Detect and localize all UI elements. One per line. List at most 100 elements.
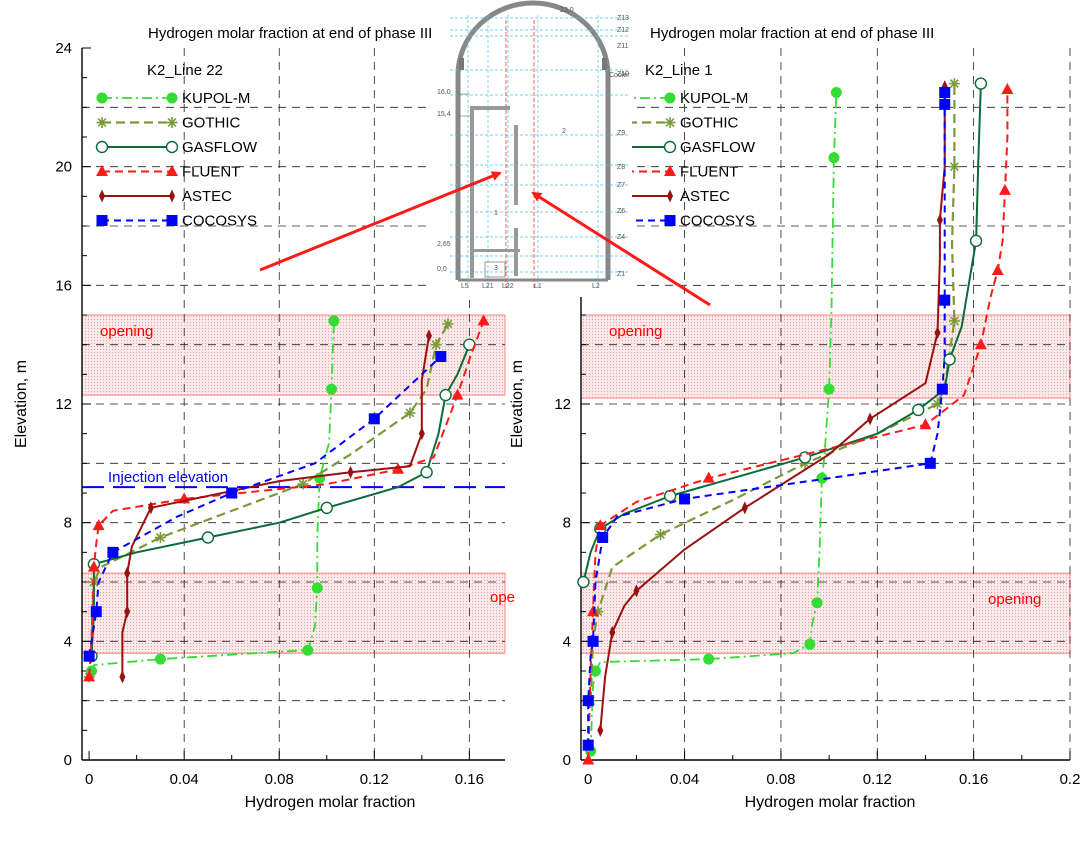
data-point [597,723,604,737]
data-point [594,519,607,531]
legend: K2_Line 22 KUPOL-M GOTHIC GASFLOW FLUENT ASTE… [95,62,258,230]
inset-label: Z10 [617,71,629,78]
data-point [154,653,166,665]
y-tick-label: 12 [554,396,571,413]
legend-marker [663,140,677,154]
data-point [654,529,666,541]
legend-marker [96,92,108,104]
data-point [912,403,925,417]
legend-marker [166,165,178,176]
data-point [948,315,960,327]
data-point [943,353,956,366]
data-point [368,413,380,425]
series-line [90,320,335,672]
data-point [998,183,1011,195]
inset-label: Z1 [617,271,625,278]
y-tick-label: 8 [563,515,571,532]
data-point [679,493,691,505]
x-tick-label: 0 [85,771,93,788]
y-axis-label: Elevation, m [509,360,526,448]
data-point [919,418,932,430]
y-tick-label: 0 [563,752,571,769]
legend-entry: COCOSYS [182,213,257,230]
x-axis-label: Hydrogen molar fraction [245,794,416,811]
data-point [92,519,105,531]
data-point [314,472,326,484]
y-tick-label: 20 [55,159,72,176]
legend-entry: ASTEC [680,188,730,205]
inset-structure [514,125,518,205]
x-tick-label: 0.08 [766,771,795,788]
annotation: opening [988,591,1041,608]
data-point [974,77,988,90]
legend-marker [166,117,178,128]
series-gasflow [577,77,988,589]
data-point [326,383,338,395]
inset-cooler [459,58,464,70]
legend-entry: FLUENT [182,164,240,181]
data-point [418,427,425,441]
data-point [320,501,333,515]
inset-label: L5 [461,283,469,290]
data-point [804,638,816,650]
legend-marker [664,165,676,176]
series-astec [597,80,948,737]
data-point [420,466,433,479]
legend-marker [96,117,108,128]
inset-label: 23,0 [560,7,574,14]
series-cocosys [83,351,447,662]
data-point [948,78,960,90]
data-point [430,339,442,351]
data-point [302,644,314,656]
x-tick-label: 0.04 [170,771,199,788]
legend-marker [169,189,175,203]
series-line [582,83,982,583]
data-point [939,98,951,110]
legend-marker [165,140,179,154]
data-point [934,326,941,340]
data-point [816,472,828,484]
legend-marker [664,92,676,104]
legend-entry: GOTHIC [182,115,240,132]
opening-band [81,572,506,654]
data-point [83,670,96,682]
data-point [703,653,715,665]
inset-label: Z12 [617,27,629,34]
callout-arrows [259,171,711,307]
containment-wall [455,0,611,280]
y-tick-label: 0 [64,752,72,769]
data-point [90,606,102,618]
x-tick-label: 0.16 [959,771,988,788]
legend-marker [95,140,109,154]
inset-label: 1 [494,210,498,217]
data-point [663,489,677,503]
data-point [597,532,609,543]
legend-marker [166,92,178,104]
legend-entry: FLUENT [680,164,738,181]
annotation: opening [609,323,662,340]
x-tick-label: 0.12 [360,771,389,788]
data-point [969,234,983,248]
inset-label: Z9 [617,130,625,137]
data-point [582,753,595,765]
inset-background [432,3,632,297]
series-line [599,86,946,731]
inset-label: 2,65 [437,241,451,248]
inset-label: Z13 [617,15,629,22]
inset-label: 15,4 [437,111,451,118]
data-point [702,471,715,483]
series-line [587,92,946,746]
data-point [439,388,452,402]
x-tick-label: 0 [584,771,592,788]
callout-arrow-line1 [531,191,711,307]
data-point [577,575,590,589]
data-point [107,546,119,558]
opening-band [580,314,1071,399]
data-point [609,625,616,639]
callout-arrow-line22 [259,171,502,272]
legend-title: K2_Line 1 [645,62,713,79]
data-point [404,407,416,419]
legend-entry: KUPOL-M [182,90,250,107]
data-point [741,501,748,515]
